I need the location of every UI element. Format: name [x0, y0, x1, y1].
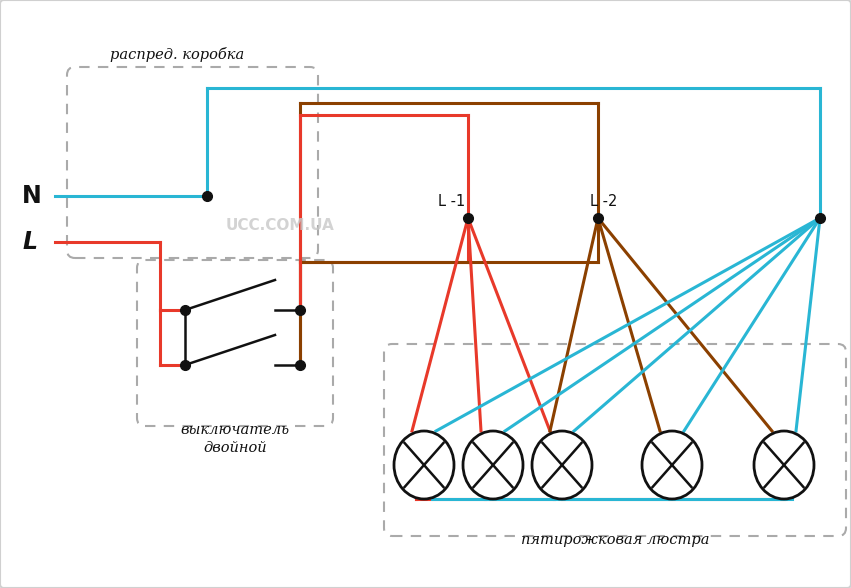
- Text: двойной: двойной: [203, 441, 267, 455]
- Ellipse shape: [532, 431, 592, 499]
- Ellipse shape: [754, 431, 814, 499]
- Text: L -2: L -2: [590, 194, 617, 209]
- Text: L: L: [22, 230, 37, 254]
- Ellipse shape: [642, 431, 702, 499]
- Text: UCC.COM.UA: UCC.COM.UA: [226, 218, 334, 233]
- Ellipse shape: [394, 431, 454, 499]
- Text: распред. коробка: распред. коробка: [110, 47, 244, 62]
- Ellipse shape: [463, 431, 523, 499]
- Text: N: N: [22, 184, 42, 208]
- Text: выключатель: выключатель: [180, 423, 289, 437]
- Text: пятирожковая люстра: пятирожковая люстра: [521, 533, 709, 547]
- Text: L -1: L -1: [438, 194, 465, 209]
